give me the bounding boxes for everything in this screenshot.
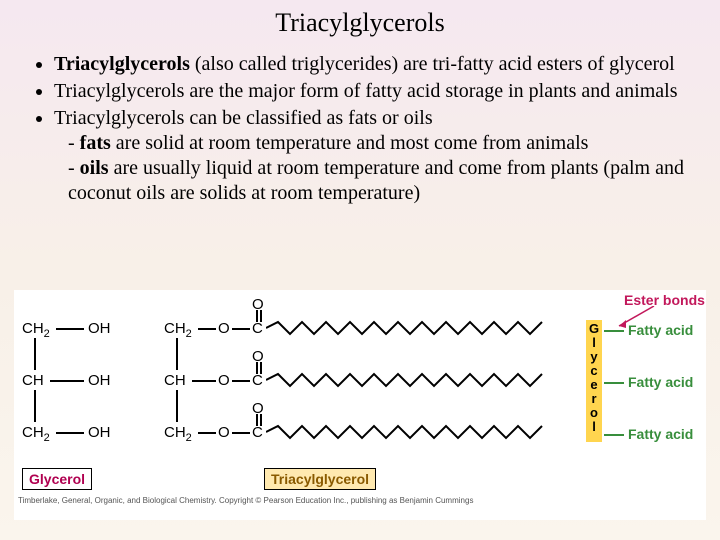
bullet-3-text: Triacylglycerols can be classified as fa… xyxy=(54,107,433,129)
fatty-connector-2 xyxy=(604,382,624,384)
bond xyxy=(198,328,216,330)
fatty-acid-label-2: Fatty acid xyxy=(628,374,693,390)
tag-o-1: O xyxy=(218,320,230,337)
bond xyxy=(176,390,178,422)
bond xyxy=(176,338,178,370)
bullet-3b-rest: are usually liquid at room temperature a… xyxy=(68,157,684,204)
bullet-3: Triacylglycerols can be classified as fa… xyxy=(54,106,700,206)
bullet-1: Triacylglycerols (also called triglyceri… xyxy=(54,52,700,77)
glycerol-ch2-2: CH2 xyxy=(22,424,50,444)
bond xyxy=(192,380,216,382)
bond xyxy=(232,432,250,434)
fatty-connector-3 xyxy=(604,434,624,436)
glycerol-oh-3: OH xyxy=(88,424,111,441)
chemistry-figure: CH2 OH CH OH CH2 OH Glycerol CH2 O C O C… xyxy=(14,290,706,520)
glycerol-label-box: Glycerol xyxy=(22,468,92,490)
fatty-chain-3 xyxy=(266,424,556,442)
bond xyxy=(56,432,84,434)
bond xyxy=(256,414,258,426)
bond xyxy=(34,338,36,370)
bond xyxy=(260,310,262,322)
bullet-3a-rest: are solid at room temperature and most c… xyxy=(111,132,589,154)
bond xyxy=(232,328,250,330)
bond xyxy=(50,380,84,382)
bond xyxy=(260,414,262,426)
bullet-3b-bold: oils xyxy=(80,157,109,179)
fatty-acid-label-3: Fatty acid xyxy=(628,426,693,442)
glycerol-ch2-1: CH2 xyxy=(22,320,50,340)
bullet-3a-bold: fats xyxy=(80,132,111,154)
glycerol-oh-2: OH xyxy=(88,372,111,389)
tag-ch: CH xyxy=(164,372,186,389)
fatty-connector-1 xyxy=(604,330,624,332)
bond xyxy=(232,380,250,382)
page-title: Triacylglycerols xyxy=(0,0,720,38)
bullet-list: Triacylglycerols (also called triglyceri… xyxy=(0,38,720,214)
fatty-chain-2 xyxy=(266,372,556,390)
copyright-text: Timberlake, General, Organic, and Biolog… xyxy=(18,496,473,505)
fatty-chain-1 xyxy=(266,320,556,338)
bullet-1-rest: (also called triglycerides) are tri-fatt… xyxy=(190,53,675,75)
glycerol-ch: CH xyxy=(22,372,44,389)
bullet-1-bold: Triacylglycerols xyxy=(54,53,190,75)
tag-ch2-2: CH2 xyxy=(164,424,192,444)
bullet-2: Triacylglycerols are the major form of f… xyxy=(54,79,700,104)
tag-o-3: O xyxy=(218,424,230,441)
bond xyxy=(198,432,216,434)
bond xyxy=(56,328,84,330)
bond xyxy=(260,362,262,374)
glycerol-strip: Glycerol xyxy=(586,320,602,442)
tag-c-2: C xyxy=(252,372,263,389)
tag-c-3: C xyxy=(252,424,263,441)
bond xyxy=(256,310,258,322)
triacyl-label-box: Triacylglycerol xyxy=(264,468,376,490)
fatty-acid-label-1: Fatty acid xyxy=(628,322,693,338)
glycerol-oh-1: OH xyxy=(88,320,111,337)
bullet-3a: - fats are solid at room temperature and… xyxy=(68,131,700,156)
tag-ch2-1: CH2 xyxy=(164,320,192,340)
tag-c-1: C xyxy=(252,320,263,337)
bullet-3b: - oils are usually liquid at room temper… xyxy=(68,156,700,206)
bond xyxy=(34,390,36,422)
tag-o-2: O xyxy=(218,372,230,389)
bond xyxy=(256,362,258,374)
